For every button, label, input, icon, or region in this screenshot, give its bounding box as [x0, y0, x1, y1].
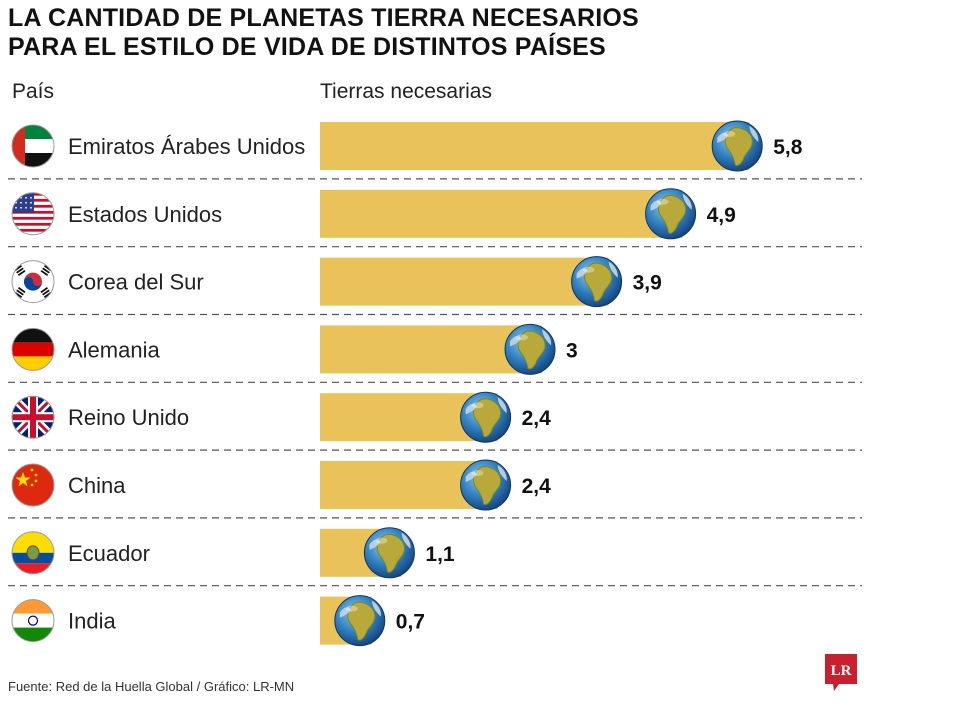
value-label: 4,9: [707, 204, 736, 227]
value-label: 3,9: [633, 272, 662, 295]
usa-flag-icon: [11, 192, 55, 236]
country-label: Estados Unidos: [68, 202, 222, 227]
value-label: 0,7: [396, 611, 425, 634]
earths-column-header: Tierras necesarias: [320, 80, 492, 103]
country-label: India: [68, 609, 116, 634]
earth-globe-icon: [711, 120, 763, 172]
logo-text: LR: [831, 663, 852, 679]
value-label: 2,4: [522, 407, 552, 430]
earth-globe-icon: [363, 527, 415, 579]
bar: [320, 122, 750, 170]
south-korea-flag-icon: [11, 260, 55, 304]
value-label: 1,1: [425, 543, 455, 566]
india-flag-icon: [11, 599, 55, 643]
germany-flag-icon: [11, 327, 55, 371]
ecuador-flag-icon: [11, 531, 55, 575]
uae-flag-icon: [11, 124, 55, 168]
china-flag-icon: [11, 463, 55, 507]
bar: [320, 257, 609, 306]
earth-globe-icon: [334, 595, 386, 647]
country-label: Ecuador: [68, 541, 150, 566]
country-label: Alemania: [68, 337, 160, 362]
country-label: China: [68, 473, 126, 498]
country-label: Reino Unido: [68, 405, 189, 430]
value-label: 2,4: [522, 475, 552, 498]
value-label: 3: [566, 339, 578, 362]
source-note: Fuente: Red de la Huella Global / Gráfic…: [8, 679, 295, 694]
earth-globe-icon: [460, 459, 512, 511]
uk-flag-icon: [11, 395, 55, 439]
earth-globe-icon: [645, 188, 697, 240]
title-line-2: PARA EL ESTILO DE VIDA DE DISTINTOS PAÍS…: [8, 33, 606, 61]
earth-globe-icon: [460, 391, 512, 443]
earth-globe-icon: [504, 323, 556, 375]
country-column-header: País: [12, 80, 55, 103]
bar: [320, 189, 683, 238]
lr-logo: LR: [825, 654, 857, 691]
chart-title: LA CANTIDAD DE PLANETAS TIERRA NECESARIO…: [8, 4, 639, 62]
country-label: Corea del Sur: [68, 270, 204, 295]
title-line-1: LA CANTIDAD DE PLANETAS TIERRA NECESARIO…: [8, 4, 639, 32]
earth-globe-icon: [571, 256, 623, 308]
country-label: Emiratos Árabes Unidos: [68, 134, 305, 159]
value-label: 5,8: [773, 136, 803, 159]
